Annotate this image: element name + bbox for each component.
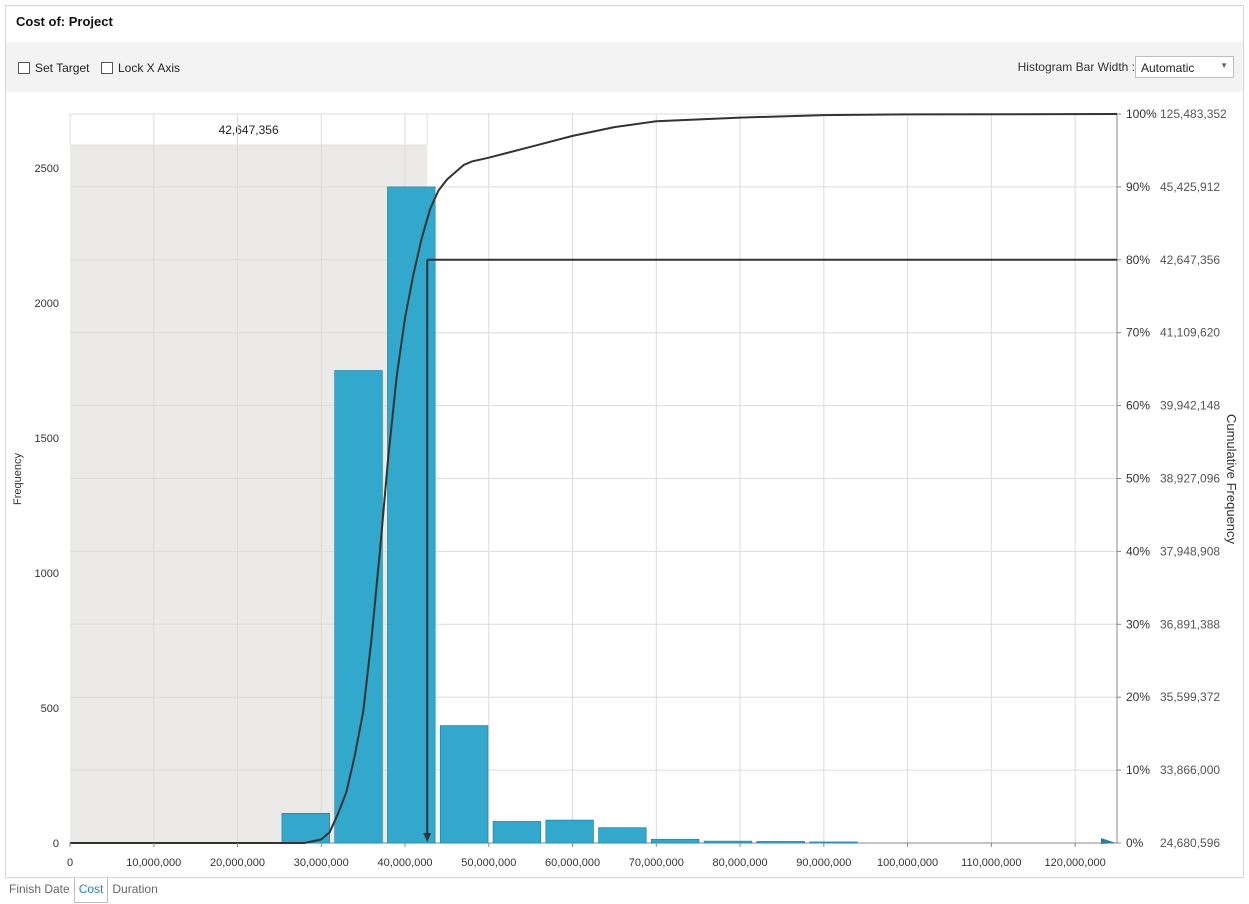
histogram-bar-width-value: Automatic bbox=[1141, 61, 1195, 75]
y-axis-title: Frequency bbox=[12, 453, 24, 505]
pct-tick-label: 90% bbox=[1126, 180, 1150, 194]
histogram-bar-7 bbox=[598, 827, 647, 844]
y2-axis-title: Cumulative Frequency bbox=[1224, 414, 1239, 545]
x-tick-label: 110,000,000 bbox=[961, 857, 1021, 869]
y-tick-label: 2000 bbox=[35, 298, 59, 310]
histogram-bar-10 bbox=[756, 841, 805, 844]
pct-value-label: 35,599,372 bbox=[1160, 690, 1220, 704]
y-tick-label: 0 bbox=[53, 838, 59, 850]
x-tick-label: 80,000,000 bbox=[713, 857, 768, 869]
x-tick-label: 50,000,000 bbox=[461, 857, 516, 869]
x-tick-label: 100,000,000 bbox=[877, 857, 938, 869]
histogram-bar-4 bbox=[439, 725, 489, 844]
pct-tick-label: 70% bbox=[1126, 326, 1150, 340]
cumulative-curve bbox=[70, 113, 1118, 844]
x-tick-label: 70,000,000 bbox=[629, 857, 684, 869]
pct-value-label: 45,425,912 bbox=[1160, 180, 1220, 194]
histogram-bar-6 bbox=[545, 819, 594, 844]
target-value-label: 42,647,356 bbox=[219, 123, 279, 137]
pct-value-label: 36,891,388 bbox=[1160, 617, 1220, 631]
x-tick-label: 10,000,000 bbox=[126, 857, 181, 869]
x-tick-label: 20,000,000 bbox=[210, 857, 265, 869]
x-tick-label: 60,000,000 bbox=[545, 857, 600, 869]
y-tick-label: 2500 bbox=[35, 163, 59, 175]
window-title: Cost of: Project bbox=[16, 14, 113, 29]
set-target-label: Set Target bbox=[35, 61, 90, 75]
y-tick-label: 500 bbox=[41, 703, 59, 715]
pct-value-label: 33,866,000 bbox=[1160, 763, 1220, 777]
target-arrow-head-icon bbox=[423, 833, 432, 842]
x-tick-label: 40,000,000 bbox=[378, 857, 433, 869]
pct-value-label: 41,109,620 bbox=[1160, 326, 1220, 340]
checkbox-icon[interactable] bbox=[18, 62, 30, 74]
pct-tick-label: 60% bbox=[1126, 399, 1150, 413]
toolbar: Set Target Lock X Axis Histogram Bar Wid… bbox=[6, 42, 1243, 92]
pct-value-label: 125,483,352 bbox=[1160, 107, 1227, 121]
x-tick-label: 90,000,000 bbox=[796, 857, 851, 869]
pct-value-label: 39,942,148 bbox=[1160, 399, 1220, 413]
pct-value-label: 38,927,096 bbox=[1160, 472, 1220, 486]
y-tick-label: 1000 bbox=[35, 568, 59, 580]
pct-tick-label: 10% bbox=[1126, 763, 1150, 777]
lock-x-axis-checkbox[interactable]: Lock X Axis bbox=[101, 61, 180, 75]
histogram-bar-5 bbox=[492, 821, 542, 844]
lock-x-axis-label: Lock X Axis bbox=[118, 61, 181, 75]
tab-bar: Finish Date Cost Duration bbox=[5, 878, 162, 903]
pct-value-label: 37,948,908 bbox=[1160, 544, 1220, 558]
histogram-bar-width-label: Histogram Bar Width : bbox=[1017, 60, 1135, 74]
pct-tick-label: 100% bbox=[1126, 107, 1157, 121]
tab-duration[interactable]: Duration bbox=[112, 882, 158, 896]
pct-tick-label: 80% bbox=[1126, 253, 1150, 267]
x-tick-label: 30,000,000 bbox=[294, 857, 349, 869]
target-value-box bbox=[69, 113, 428, 146]
tab-cost[interactable]: Cost bbox=[73, 878, 109, 903]
pct-tick-label: 30% bbox=[1126, 617, 1150, 631]
set-target-checkbox[interactable]: Set Target bbox=[18, 61, 89, 75]
y-tick-label: 1500 bbox=[35, 433, 59, 445]
histogram-bar-9 bbox=[703, 840, 753, 844]
histogram-bar-width-select[interactable]: Automatic ▼ bbox=[1135, 56, 1234, 78]
pct-tick-label: 50% bbox=[1126, 472, 1150, 486]
x-tick-label: 120,000,000 bbox=[1045, 857, 1106, 869]
pct-value-label: 24,680,596 bbox=[1160, 836, 1220, 850]
pct-tick-label: 40% bbox=[1126, 544, 1150, 558]
x-axis-arrow-icon bbox=[1101, 838, 1116, 844]
histogram-bar-8 bbox=[650, 838, 700, 844]
checkbox-icon[interactable] bbox=[101, 62, 113, 74]
histogram-bar-11 bbox=[809, 841, 858, 844]
pct-tick-label: 20% bbox=[1126, 690, 1150, 704]
tab-finish-date[interactable]: Finish Date bbox=[9, 882, 70, 896]
histogram-chart: 42,647,356 0 10,000,000 20,000,000 30,000,00… bbox=[12, 107, 1239, 869]
chevron-down-icon: ▼ bbox=[1220, 61, 1228, 70]
pct-tick-label: 0% bbox=[1126, 836, 1144, 850]
pct-value-label: 42,647,356 bbox=[1160, 253, 1220, 267]
x-tick-label: 0 bbox=[67, 857, 73, 869]
